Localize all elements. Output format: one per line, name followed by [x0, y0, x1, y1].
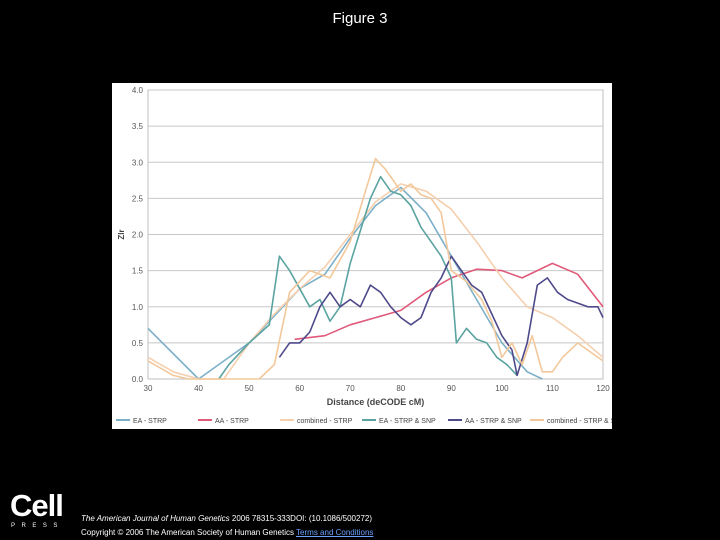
- y-tick-label: 4.0: [132, 86, 144, 95]
- x-tick-label: 60: [295, 384, 304, 393]
- slide-title: Figure 3: [332, 10, 388, 27]
- legend-label-3: EA - STRP & SNP: [379, 418, 436, 425]
- x-axis-title: Distance (deCODE cM): [327, 397, 425, 407]
- legend-label-0: EA - STRP: [133, 418, 167, 425]
- series-line-5: [147, 157, 604, 380]
- x-tick-label: 80: [396, 384, 405, 393]
- y-tick-label: 3.5: [132, 122, 144, 131]
- series-line-3: [218, 175, 518, 380]
- logo-press: PRESS: [11, 523, 64, 529]
- y-tick-label: 1.0: [132, 303, 144, 312]
- legend-label-1: AA - STRP: [215, 418, 249, 425]
- y-tick-label: 2.0: [132, 231, 144, 240]
- x-tick-label: 40: [194, 384, 203, 393]
- y-tick-label: 1.5: [132, 267, 144, 276]
- x-tick-label: 100: [495, 384, 509, 393]
- x-tick-label: 50: [245, 384, 254, 393]
- legend-label-4: AA - STRP & SNP: [465, 418, 522, 425]
- terms-link[interactable]: Terms and Conditions: [296, 528, 374, 537]
- x-tick-label: 90: [447, 384, 456, 393]
- y-tick-label: 2.5: [132, 194, 144, 203]
- legend-label-2: combined - STRP: [297, 418, 353, 425]
- legend-label-5: combined - STRP & SNP: [547, 418, 612, 425]
- copyright-line: Copyright © 2006 The American Society of…: [81, 528, 373, 537]
- series-line-4: [278, 255, 604, 377]
- logo-wordmark: Cell: [10, 488, 64, 523]
- y-tick-label: 3.0: [132, 158, 144, 167]
- copyright-text: Copyright © 2006 The American Society of…: [81, 528, 297, 537]
- journal-name: The American Journal of Human Genetics: [81, 514, 230, 523]
- x-tick-label: 110: [546, 384, 559, 393]
- y-tick-label: 0.0: [132, 375, 144, 384]
- line-chart: 0.0 0.5 1.0 1.5 2.0 2.5 3.0 3.5 4.0 30 40 50 60 70 80 9…: [116, 86, 612, 425]
- y-axis-title: Zlr: [117, 229, 126, 239]
- y-tick-label: 0.5: [132, 339, 144, 348]
- x-tick-label: 120: [596, 384, 610, 393]
- cell-press-logo: Cell PRESS: [8, 490, 68, 534]
- citation-text: 2006 78315-333DOI: (10.1086/500272): [229, 514, 373, 523]
- x-tick-label: 70: [346, 384, 355, 393]
- x-tick-label: 30: [144, 384, 153, 393]
- chart-panel: 0.0 0.5 1.0 1.5 2.0 2.5 3.0 3.5 4.0 30 40 50 60 70 80 9…: [112, 83, 612, 429]
- citation-line: The American Journal of Human Genetics 2…: [81, 514, 372, 523]
